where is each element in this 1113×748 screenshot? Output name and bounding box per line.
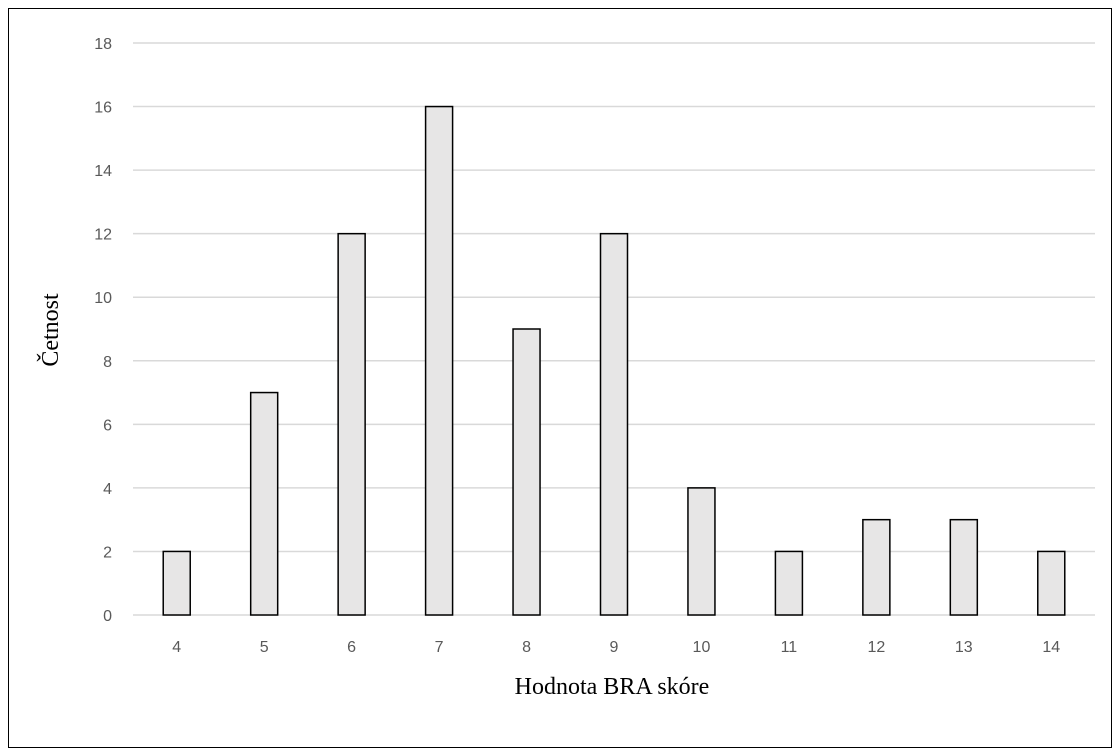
x-tick-label: 7 bbox=[435, 639, 444, 656]
y-tick-labels: 0 2 4 6 8 10 12 14 16 18 bbox=[94, 36, 112, 625]
x-tick-label: 4 bbox=[172, 639, 181, 656]
bar-6 bbox=[337, 232, 366, 616]
bar-4 bbox=[162, 550, 191, 616]
x-tick-label: 13 bbox=[955, 639, 973, 656]
x-tick-label: 5 bbox=[260, 639, 269, 656]
y-tick-label: 0 bbox=[103, 608, 112, 625]
bar-9 bbox=[599, 232, 629, 616]
x-tick-label: 12 bbox=[867, 639, 885, 656]
bar-8 bbox=[512, 328, 541, 616]
x-tick-label: 14 bbox=[1042, 639, 1060, 656]
bar-7 bbox=[424, 105, 454, 616]
y-tick-label: 14 bbox=[94, 163, 112, 180]
bar-14 bbox=[1037, 550, 1066, 616]
x-tick-label: 6 bbox=[347, 639, 356, 656]
bar-13 bbox=[949, 518, 979, 616]
y-tick-label: 10 bbox=[94, 290, 112, 307]
x-tick-label: 9 bbox=[610, 639, 619, 656]
y-tick-label: 8 bbox=[103, 354, 112, 371]
bar-10 bbox=[687, 487, 716, 616]
bar-12 bbox=[862, 518, 891, 616]
x-tick-label: 10 bbox=[693, 639, 711, 656]
bar-11 bbox=[774, 550, 804, 616]
gridlines bbox=[133, 42, 1095, 616]
x-tick-labels: 4 5 6 7 8 9 10 11 12 13 14 bbox=[172, 639, 1060, 656]
bar-chart: 0 2 4 6 8 10 12 14 16 18 4 5 6 7 8 9 10 11 12 13 14 Četnost… bbox=[37, 36, 1095, 700]
y-tick-label: 12 bbox=[94, 227, 112, 244]
y-tick-label: 6 bbox=[103, 417, 112, 434]
chart-frame bbox=[8, 8, 1112, 748]
y-tick-label: 2 bbox=[103, 544, 112, 561]
bar-5 bbox=[249, 391, 279, 616]
x-tick-label: 8 bbox=[522, 639, 531, 656]
bars bbox=[162, 105, 1066, 616]
x-axis-title: Hodnota BRA skóre bbox=[515, 674, 710, 700]
x-tick-label: 11 bbox=[781, 639, 798, 656]
y-axis-title: Četnost bbox=[37, 293, 64, 367]
y-tick-label: 4 bbox=[103, 481, 112, 498]
y-tick-label: 18 bbox=[94, 36, 112, 53]
y-tick-label: 16 bbox=[94, 100, 112, 117]
